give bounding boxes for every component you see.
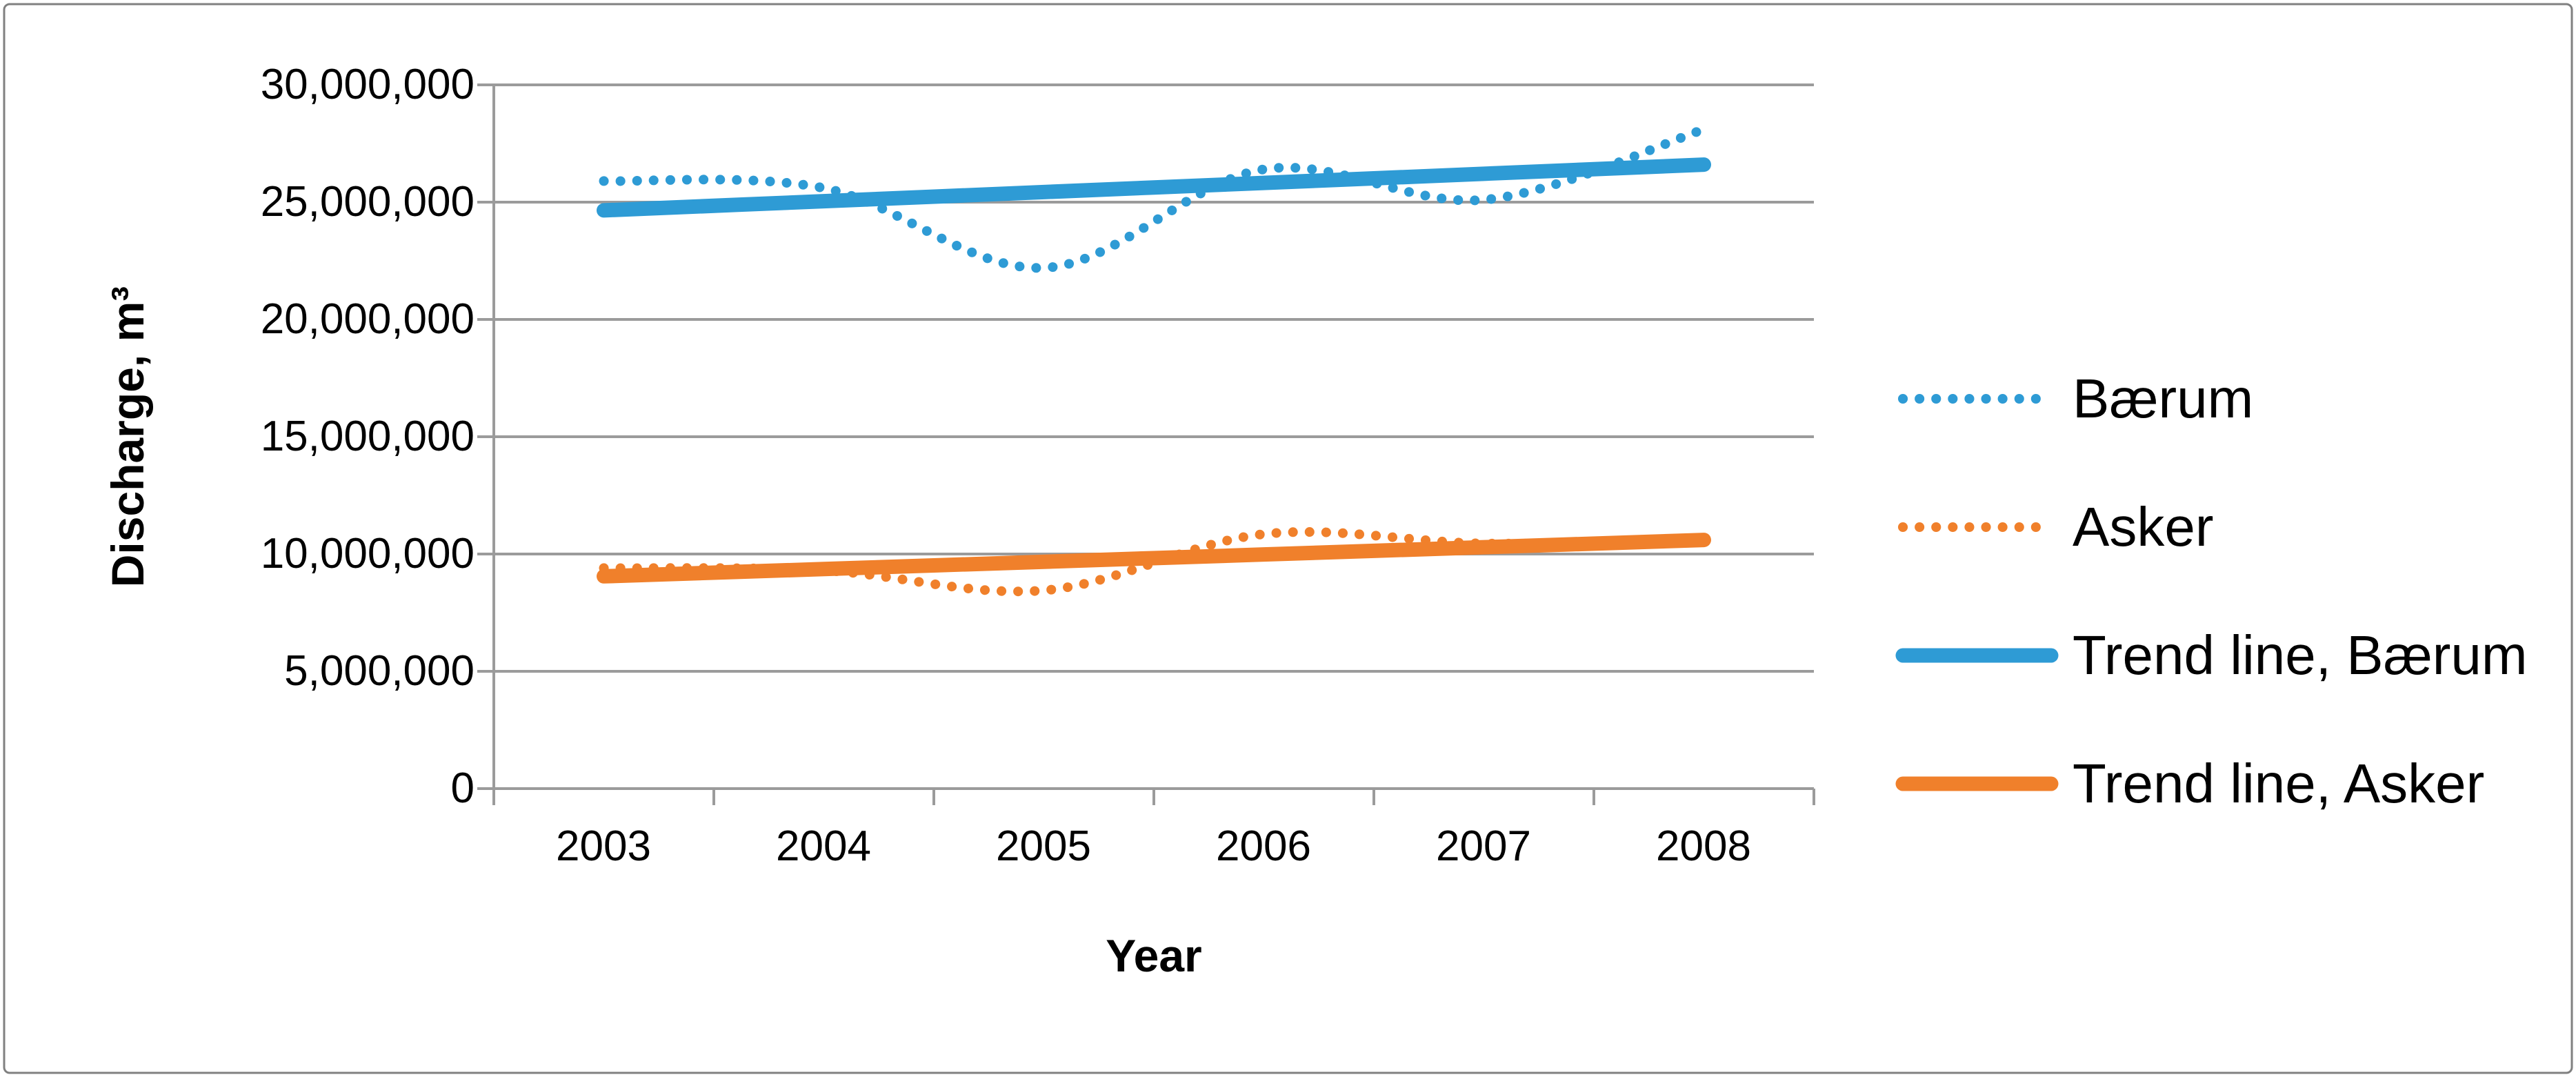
series-line-trend-line-asker bbox=[597, 533, 1711, 584]
legend-item-baerum: Bærum bbox=[2073, 368, 2254, 429]
y-tick-label: 15,000,000 bbox=[260, 413, 475, 460]
series-line-trend-line-b-rum bbox=[597, 157, 1711, 218]
y-tick-label: 20,000,000 bbox=[260, 295, 475, 343]
x-tick-label: 2008 bbox=[1656, 822, 1751, 870]
y-tick-label: 10,000,000 bbox=[260, 530, 475, 577]
x-tick-label: 2003 bbox=[556, 822, 651, 870]
y-tick-label: 25,000,000 bbox=[260, 178, 475, 226]
series-line-b-rum bbox=[599, 124, 1709, 273]
figure-border bbox=[3, 3, 2573, 1074]
y-tick-label: 0 bbox=[450, 764, 475, 812]
x-tick-label: 2005 bbox=[996, 822, 1091, 870]
x-tick-label: 2004 bbox=[776, 822, 871, 870]
legend-item-asker: Asker bbox=[2073, 496, 2214, 557]
x-tick-label: 2006 bbox=[1216, 822, 1311, 870]
y-tick-label: 30,000,000 bbox=[260, 61, 475, 108]
x-tick-label: 2007 bbox=[1436, 822, 1531, 870]
legend-item-trend-asker: Trend line, Asker bbox=[2073, 753, 2485, 814]
y-tick-label: 5,000,000 bbox=[284, 647, 475, 695]
x-axis-title: Year bbox=[1106, 930, 1202, 981]
legend-item-trend-baerum: Trend line, Bærum bbox=[2073, 624, 2528, 686]
y-axis-title: Discharge, m³ bbox=[102, 286, 153, 588]
